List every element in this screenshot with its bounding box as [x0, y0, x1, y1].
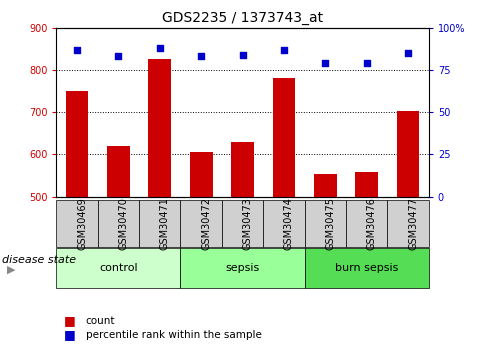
- Text: percentile rank within the sample: percentile rank within the sample: [86, 330, 262, 339]
- Bar: [231, 142, 254, 197]
- Point: [156, 45, 164, 51]
- Text: GSM30475: GSM30475: [325, 197, 335, 250]
- Point: [363, 60, 370, 66]
- Bar: [272, 78, 295, 197]
- Bar: [397, 111, 419, 197]
- Text: sepsis: sepsis: [225, 263, 260, 273]
- Text: GSM30470: GSM30470: [119, 197, 128, 250]
- Point: [197, 53, 205, 59]
- Text: GSM30471: GSM30471: [160, 197, 170, 250]
- Text: GSM30469: GSM30469: [77, 197, 87, 250]
- Bar: [314, 174, 337, 197]
- Point: [115, 53, 122, 59]
- Bar: [355, 172, 378, 197]
- Point: [404, 50, 412, 56]
- Text: disease state: disease state: [2, 255, 76, 265]
- Text: GSM30476: GSM30476: [367, 197, 377, 250]
- Text: GSM30473: GSM30473: [243, 197, 252, 250]
- Text: control: control: [99, 263, 138, 273]
- Bar: [107, 146, 130, 197]
- Text: GSM30474: GSM30474: [284, 197, 294, 250]
- Point: [73, 47, 81, 52]
- Title: GDS2235 / 1373743_at: GDS2235 / 1373743_at: [162, 11, 323, 25]
- Point: [280, 47, 288, 52]
- Text: ■: ■: [64, 328, 75, 341]
- Text: count: count: [86, 316, 115, 326]
- Text: GSM30477: GSM30477: [408, 197, 418, 250]
- Text: burn sepsis: burn sepsis: [335, 263, 398, 273]
- Point: [321, 60, 329, 66]
- Text: ▶: ▶: [7, 265, 16, 275]
- Bar: [66, 91, 88, 197]
- Text: GSM30472: GSM30472: [201, 197, 211, 250]
- Bar: [190, 152, 213, 197]
- Point: [239, 52, 246, 57]
- Bar: [148, 59, 171, 197]
- Text: ■: ■: [64, 314, 75, 327]
